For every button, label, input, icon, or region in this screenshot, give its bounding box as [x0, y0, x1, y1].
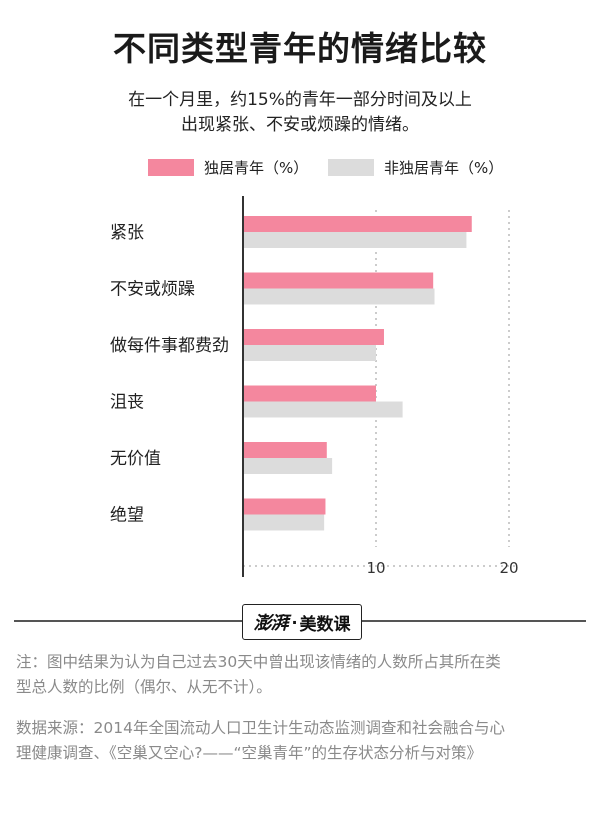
legend-item-series1: 独居青年（%）	[148, 157, 308, 178]
legend-item-series2: 非独居青年（%）	[328, 157, 503, 178]
bar-series1	[243, 216, 472, 232]
category-label: 无价值	[110, 449, 161, 469]
legend: 独居青年（%） 非独居青年（%）	[0, 157, 600, 179]
bar-series2	[243, 232, 467, 248]
bar-series2	[243, 345, 376, 361]
logo-seal: 澎湃	[253, 613, 288, 634]
legend-label-series1: 独居青年（%）	[204, 159, 309, 177]
chart-title: 不同类型青年的情绪比较	[113, 29, 487, 68]
bar-series2	[243, 458, 333, 474]
category-label: 不安或烦躁	[110, 280, 195, 300]
data-source: 数据来源：2014年全国流动人口卫生计生动态监测调查和社会融合与心 理健康调查、…	[16, 716, 586, 766]
legend-swatch-series1	[148, 159, 194, 176]
footnote-line-2: 型总人数的比例（偶尔、从无不计）。	[16, 678, 272, 696]
footnote-line-1: 注：图中结果为认为自己过去30天中曾出现该情绪的人数所占其所在类	[16, 653, 501, 671]
subtitle-line-1: 在一个月里，约15%的青年一部分时间及以上	[128, 90, 472, 110]
category-label: 做每件事都费劲	[110, 336, 229, 356]
footnote: 注：图中结果为认为自己过去30天中曾出现该情绪的人数所占其所在类 型总人数的比例…	[16, 650, 586, 700]
bar-series1	[243, 329, 384, 345]
x-tick-label: 10	[366, 559, 385, 577]
bar-series2	[243, 514, 325, 531]
logo-dot: ·	[291, 612, 298, 632]
logo-text: 美数课	[299, 614, 351, 635]
bar-series1	[243, 442, 327, 458]
bar-series2	[243, 401, 403, 418]
category-label: 沮丧	[110, 393, 144, 413]
legend-label-series2: 非独居青年（%）	[384, 159, 504, 177]
bar-series2	[243, 288, 435, 305]
bar-series1	[243, 385, 376, 402]
x-tick-label: 20	[499, 559, 518, 577]
data-source-line-1: 数据来源：2014年全国流动人口卫生计生动态监测调查和社会融合与心	[16, 719, 505, 737]
category-label: 紧张	[110, 223, 144, 243]
logo: 澎湃 · 美数课	[242, 604, 362, 640]
category-label: 绝望	[110, 506, 144, 526]
data-source-line-2: 理健康调查、《空巢又空心?——“空巢青年”的生存状态分析与对策》	[16, 744, 483, 762]
chart-subtitle: 在一个月里，约15%的青年一部分时间及以上 出现紧张、不安或烦躁的情绪。	[0, 88, 600, 138]
subtitle-line-2: 出现紧张、不安或烦躁的情绪。	[181, 115, 419, 135]
bar-series1	[243, 272, 434, 289]
bar-series1	[243, 498, 326, 515]
legend-swatch-series2	[328, 159, 374, 176]
